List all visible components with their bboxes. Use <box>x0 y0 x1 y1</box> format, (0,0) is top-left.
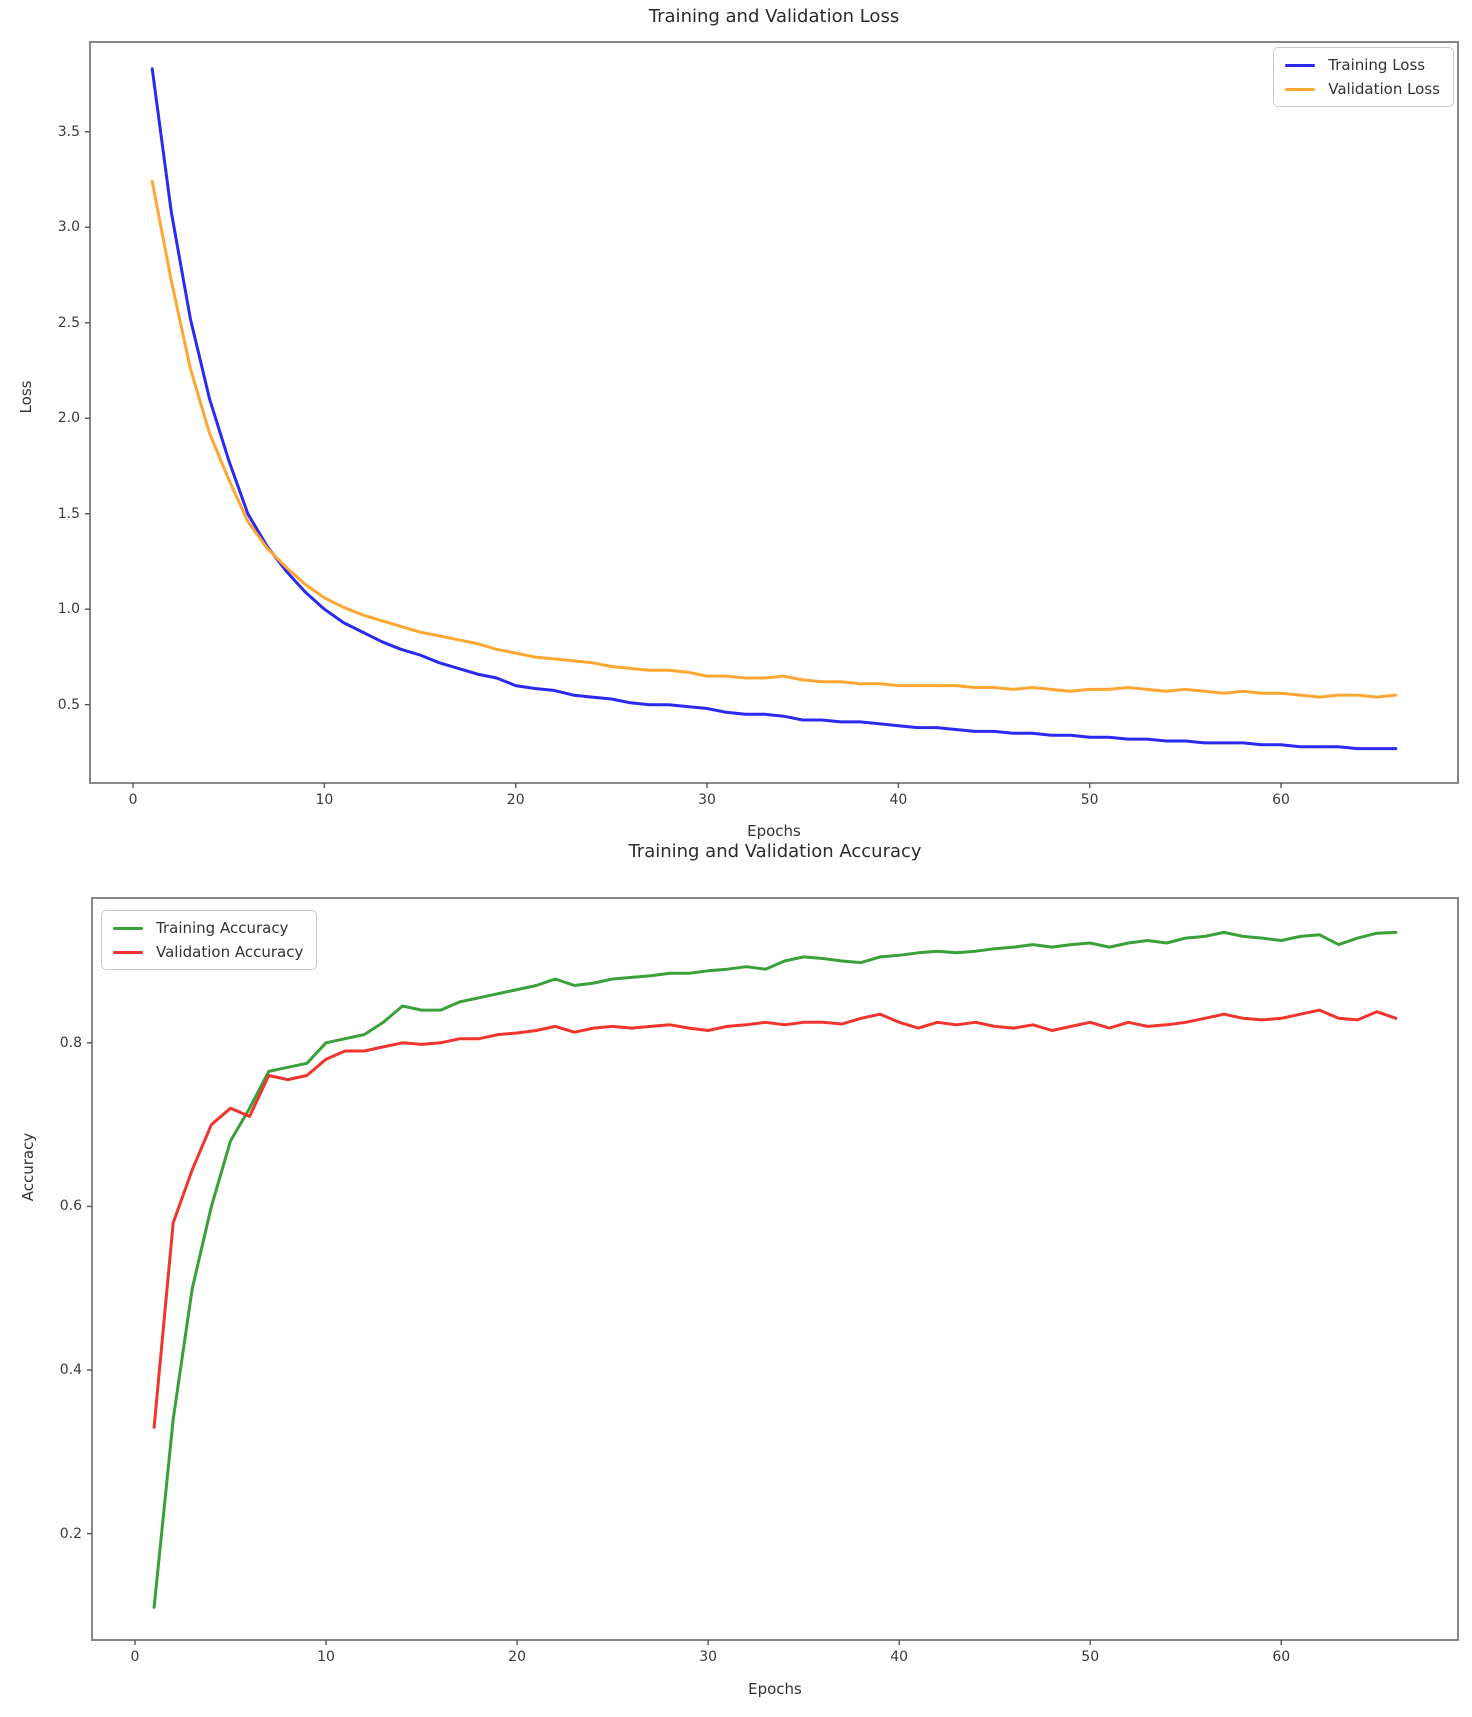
legend-label: Validation Accuracy <box>156 943 304 961</box>
y-tick-label: 1.0 <box>57 601 80 618</box>
loss-legend: Training Loss Validation Loss <box>1273 47 1454 107</box>
y-tick-label: 0.5 <box>57 696 80 713</box>
legend-label: Training Loss <box>1328 56 1426 74</box>
y-tick-label: 0.6 <box>59 1198 82 1215</box>
validation-loss-line <box>150 179 1398 699</box>
legend-label: Training Accuracy <box>156 919 289 937</box>
accuracy-xaxis-label: Epochs <box>748 1680 802 1698</box>
legend-entry-training-loss: Training Loss <box>1285 56 1440 74</box>
x-tick-label: 20 <box>508 1649 526 1665</box>
loss-xaxis-label: Epochs <box>747 822 801 840</box>
accuracy-yaxis-label: Accuracy <box>19 1132 37 1202</box>
training-loss-line <box>150 67 1398 751</box>
y-tick-label: 0.8 <box>59 1034 82 1051</box>
validation-accuracy-swatch <box>113 950 143 954</box>
validation-loss-swatch <box>1285 87 1316 91</box>
legend-label: Validation Loss <box>1328 80 1440 98</box>
legend-entry-validation-loss: Validation Loss <box>1285 80 1440 98</box>
accuracy-plot-area <box>87 897 1459 1645</box>
x-tick-label: 10 <box>317 1649 335 1665</box>
training-loss-swatch <box>1285 63 1316 67</box>
y-tick-label: 1.5 <box>57 505 80 522</box>
accuracy-legend: Training Accuracy Validation Accuracy <box>101 910 318 970</box>
y-tick-label: 0.4 <box>59 1362 82 1379</box>
loss-plot-area <box>85 41 1459 788</box>
x-tick-label: 20 <box>506 792 525 808</box>
x-tick-label: 50 <box>1080 792 1099 808</box>
x-tick-label: 40 <box>890 1649 909 1665</box>
validation-accuracy-line <box>152 1008 1398 1429</box>
accuracy-chart-title: Training and Validation Accuracy <box>628 841 922 862</box>
loss-chart-title: Training and Validation Loss <box>648 6 900 27</box>
training-accuracy-swatch <box>113 926 143 930</box>
x-tick-label: 60 <box>1272 792 1290 808</box>
x-tick-label: 30 <box>698 792 716 808</box>
x-tick-label: 50 <box>1081 1649 1100 1665</box>
x-tick-label: 10 <box>315 792 334 808</box>
x-tick-label: 60 <box>1272 1649 1291 1665</box>
x-tick-label: 30 <box>699 1649 718 1665</box>
axes-frame <box>89 41 1459 784</box>
legend-entry-training-accuracy: Training Accuracy <box>113 919 303 937</box>
axes-frame <box>91 897 1459 1641</box>
x-tick-label: 0 <box>128 792 138 808</box>
y-tick-label: 2.0 <box>57 410 80 427</box>
y-tick-label: 3.5 <box>57 123 80 140</box>
training-accuracy-line <box>152 930 1398 1609</box>
x-tick-label: 0 <box>130 1649 140 1665</box>
y-tick-label: 0.2 <box>59 1525 82 1542</box>
x-tick-label: 40 <box>889 792 908 808</box>
legend-entry-validation-accuracy: Validation Accuracy <box>113 943 303 961</box>
y-tick-label: 3.0 <box>57 219 80 236</box>
y-tick-label: 2.5 <box>57 314 80 331</box>
